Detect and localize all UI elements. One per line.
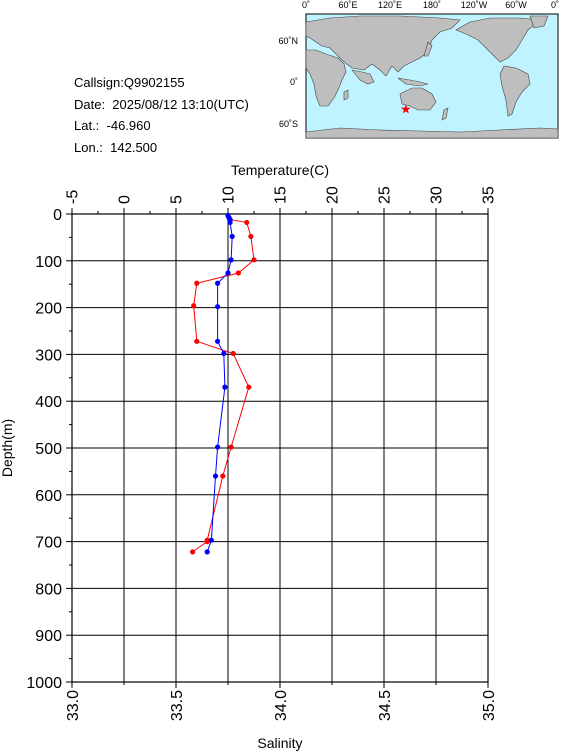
- map-lat-label: 60˚N: [278, 36, 298, 46]
- salinity-tick-label: 33.5: [169, 690, 186, 721]
- lon-text: Lon.: 142.500: [74, 139, 158, 155]
- salinity-tick-label: 34.0: [273, 690, 290, 721]
- salinity-point: [229, 233, 235, 240]
- map-lon-labels: 0˚ 60˚E 120˚E 180˚ 120˚W 60˚W 0˚: [302, 0, 559, 10]
- salinity-point: [215, 304, 221, 310]
- salinity-tick-label: 34.5: [377, 690, 394, 721]
- temperature-axis-title: Temperature(C): [231, 162, 329, 178]
- salinity-point: [212, 473, 219, 479]
- temperature-point: [235, 270, 241, 276]
- temperature-tick-label: 35: [481, 186, 498, 204]
- map-lon-label: 120˚W: [461, 0, 488, 10]
- salinity-point: [222, 384, 228, 390]
- map-land: [305, 15, 559, 139]
- depth-tick-label: 1000: [26, 675, 62, 692]
- temperature-point: [228, 444, 234, 450]
- depth-tick-label: 900: [35, 628, 62, 645]
- map-lat-label: 0˚: [290, 77, 298, 87]
- map-lon-label: 120˚E: [378, 0, 402, 10]
- temperature-tick-label: 5: [169, 195, 186, 204]
- temperature-point: [230, 350, 236, 357]
- depth-tick-label: 100: [35, 254, 62, 271]
- temperature-line: [192, 215, 255, 553]
- map-lon-label: 60˚W: [505, 0, 527, 10]
- map-lon-label: 60˚E: [338, 0, 357, 10]
- salinity-point: [204, 549, 210, 555]
- depth-tick-label: 600: [35, 488, 62, 505]
- temperature-point: [194, 338, 200, 344]
- salinity-axis-title: Salinity: [257, 735, 302, 751]
- salinity-point: [228, 257, 234, 263]
- temperature-point: [220, 473, 226, 479]
- depth-tick-label: 300: [35, 347, 62, 364]
- depth-tick-label: 800: [35, 581, 62, 598]
- map-marker: ★: [400, 101, 412, 116]
- temperature-tick-label: -5: [65, 190, 82, 204]
- depth-tick-label: 400: [35, 394, 62, 411]
- salinity-point: [208, 537, 214, 543]
- salinity-point: [215, 444, 221, 450]
- callsign-text: Callsign:Q9902155: [74, 75, 185, 90]
- salinity-tick-label: 35.0: [481, 690, 498, 721]
- temperature-tick-label: 15: [273, 186, 290, 204]
- temperature-point: [194, 280, 200, 286]
- map-lon-label: 180˚: [423, 0, 441, 10]
- temperature-tick-label: 20: [325, 186, 342, 204]
- depth-tick-label: 200: [35, 301, 62, 318]
- temperature-point: [248, 233, 254, 240]
- temperature-tick-label: 0: [117, 195, 134, 204]
- world-map: ★ 0˚ 60˚E 120˚E 180˚ 120˚W 60˚W 0˚ 60˚N …: [278, 0, 559, 139]
- temperature-tick-label: 30: [429, 186, 446, 204]
- temperature-point: [204, 539, 210, 545]
- temperature-point: [251, 257, 257, 263]
- salinity-point: [227, 219, 233, 226]
- temperature-point: [246, 384, 252, 390]
- temperature-tick-label: 25: [377, 186, 394, 204]
- depth-tick-label: 0: [53, 207, 62, 224]
- float-info: Callsign:Q9902155 Date: 2025/08/12 13:10…: [74, 72, 249, 158]
- salinity-point: [215, 338, 221, 344]
- salinity-point: [221, 350, 227, 357]
- map-lat-labels: 60˚N 0˚ 60˚S: [278, 36, 298, 129]
- temperature-point: [244, 219, 250, 226]
- temperature-point: [190, 549, 196, 555]
- date-text: Date: 2025/08/12 13:10(UTC): [74, 96, 249, 112]
- lat-text: Lat.: -46.960: [74, 118, 151, 133]
- map-lon-label: 0˚: [551, 0, 559, 10]
- salinity-point: [225, 270, 231, 276]
- temperature-tick-label: 10: [221, 186, 238, 204]
- temperature-point: [191, 303, 197, 309]
- salinity-point: [215, 280, 221, 286]
- depth-tick-label: 700: [35, 535, 62, 552]
- salinity-tick-label: 33.0: [65, 690, 82, 721]
- depth-tick-label: 500: [35, 441, 62, 458]
- depth-axis-title: Depth(m): [0, 419, 15, 477]
- map-lat-label: 60˚S: [279, 119, 298, 129]
- map-lon-label: 0˚: [302, 0, 310, 10]
